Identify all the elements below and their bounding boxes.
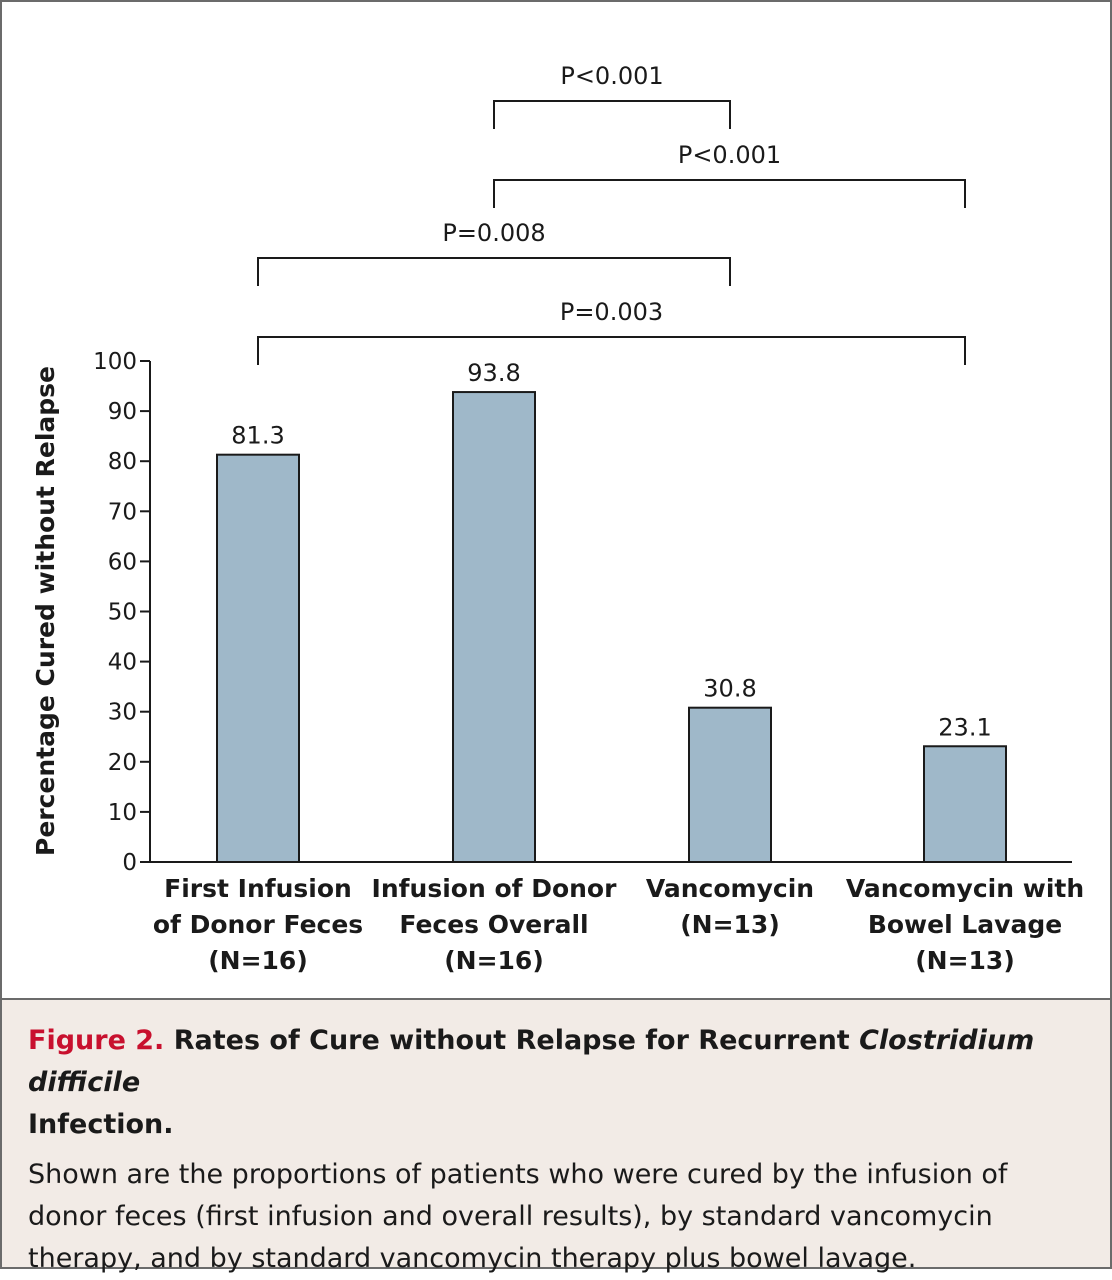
significance-bracket bbox=[257, 257, 731, 286]
bars bbox=[216, 391, 1007, 864]
data-labels: 81.3 93.8 30.8 23.1 bbox=[231, 359, 991, 741]
category-label: Vancomycin with bbox=[846, 874, 1084, 903]
p-value-label: P=0.003 bbox=[560, 298, 663, 326]
caption-title-text: Rates of Cure without Relapse for Recurr… bbox=[173, 1025, 860, 1056]
p-value-label: P<0.001 bbox=[678, 141, 781, 169]
y-tick-label: 90 bbox=[108, 399, 137, 425]
y-tick-label: 60 bbox=[108, 549, 137, 575]
y-tick-label: 0 bbox=[122, 850, 137, 876]
y-tick-label: 40 bbox=[108, 650, 137, 676]
category-labels: First Infusion of Donor Feces (N=16) Infusi… bbox=[153, 874, 1084, 975]
y-axis: 0 10 20 30 40 50 60 70 80 90 100 bbox=[93, 349, 1072, 876]
y-tick-label: 20 bbox=[108, 750, 137, 776]
bar-value-label: 81.3 bbox=[231, 422, 284, 450]
bar bbox=[452, 391, 536, 863]
category-label: Bowel Lavage bbox=[868, 910, 1062, 939]
significance-bracket bbox=[493, 100, 731, 129]
category-label: (N=16) bbox=[444, 946, 544, 975]
category-label: Vancomycin bbox=[646, 874, 814, 903]
category-label: First Infusion bbox=[164, 874, 352, 903]
category-label: Infusion of Donor bbox=[372, 874, 618, 903]
bar bbox=[216, 453, 300, 863]
category-label: (N=16) bbox=[208, 946, 308, 975]
bar bbox=[923, 745, 1007, 863]
y-tick-label: 80 bbox=[108, 449, 137, 475]
significance-bracket bbox=[493, 179, 966, 208]
category-label: of Donor Feces bbox=[153, 910, 363, 939]
p-value-label: P<0.001 bbox=[560, 62, 663, 90]
caption-title: Figure 2. Rates of Cure without Relapse … bbox=[28, 1020, 1084, 1146]
bar bbox=[688, 706, 772, 864]
caption-title-end: Infection. bbox=[28, 1109, 174, 1140]
bar-value-label: 93.8 bbox=[467, 359, 520, 387]
y-tick-label: 30 bbox=[108, 700, 137, 726]
bar-value-label: 30.8 bbox=[703, 675, 756, 703]
category-label: (N=13) bbox=[915, 946, 1015, 975]
y-axis-label: Percentage Cured without Relapse bbox=[31, 366, 60, 856]
y-tick-label: 50 bbox=[108, 600, 137, 626]
y-tick-label: 70 bbox=[108, 499, 137, 525]
significance-brackets: P<0.001 P<0.001 P=0.008 P=0.003 bbox=[257, 62, 966, 365]
caption-body: Shown are the proportions of patients wh… bbox=[28, 1159, 1008, 1274]
y-tick-label: 10 bbox=[108, 800, 137, 826]
y-tick-label: 100 bbox=[93, 349, 137, 375]
figure-number: Figure 2. bbox=[28, 1025, 165, 1056]
figure-caption: Figure 2. Rates of Cure without Relapse … bbox=[2, 998, 1110, 1274]
significance-bracket bbox=[257, 336, 966, 365]
category-label: (N=13) bbox=[680, 910, 780, 939]
bar-value-label: 23.1 bbox=[938, 713, 991, 741]
caption-title-italic: Clostridium difficile bbox=[28, 1025, 1035, 1098]
p-value-label: P=0.008 bbox=[442, 219, 545, 247]
category-label: Feces Overall bbox=[399, 910, 588, 939]
